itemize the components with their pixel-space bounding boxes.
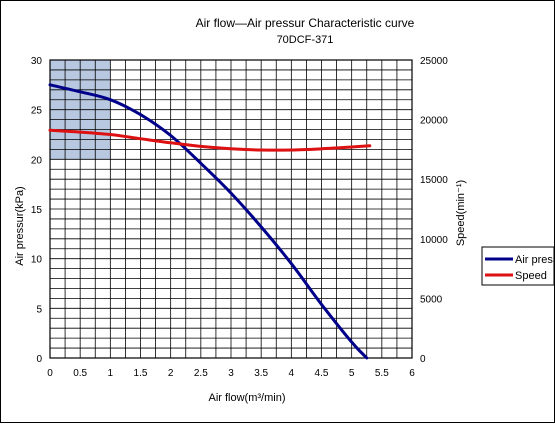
series-lines: [48, 83, 372, 360]
y-right-tick-label: 15000: [420, 175, 448, 186]
x-tick-label: 3: [228, 368, 234, 379]
y-right-tick-label: 10000: [420, 235, 448, 246]
x-tick-label: 5: [349, 368, 355, 379]
series-line-air-pressur: [48, 83, 369, 360]
x-tick-label: 5.5: [375, 368, 389, 379]
y-right-tick-label: 20000: [420, 116, 448, 127]
x-tick-label: 0.5: [73, 368, 87, 379]
x-tick-label: 4: [289, 368, 295, 379]
y-left-tick-label: 30: [31, 56, 43, 67]
series-line-speed: [48, 128, 372, 152]
y-right-tick-label: 5000: [420, 294, 443, 305]
x-tick-label: 3.5: [254, 368, 268, 379]
y-axis-left-ticks: 0 5 10 15 20 25 30: [31, 56, 43, 365]
x-tick-label: 6: [409, 368, 415, 379]
plot-border: [49, 59, 413, 359]
chart-title: Air flow―Air pressur Characteristic curv…: [196, 16, 415, 30]
chart-subtitle: 70DCF-371: [277, 34, 334, 46]
x-tick-label: 2.5: [194, 368, 208, 379]
x-tick-label: 4.5: [315, 368, 329, 379]
y-right-tick-label: 25000: [420, 56, 448, 67]
x-tick-label: 0: [47, 368, 53, 379]
legend-box: [481, 246, 555, 286]
y-left-tick-label: 10: [31, 255, 43, 266]
x-axis-label: Air flow(m³/min): [209, 392, 286, 404]
y-left-tick-label: 5: [36, 304, 42, 315]
x-axis-ticks: 0 0.5 1 1.5 2 2.5 3 3.5 4 4.5 5 5.5 6: [47, 368, 415, 379]
legend: Air pressur Speed: [481, 246, 555, 286]
legend-label-speed: Speed: [515, 270, 547, 282]
x-tick-label: 2: [168, 368, 174, 379]
y-left-tick-label: 0: [36, 354, 42, 365]
grid: [49, 59, 413, 359]
y-left-tick-label: 15: [31, 205, 43, 216]
y-axis-right-label: Speed(min⁻¹): [455, 180, 467, 246]
y-axis-right-ticks: 0 5000 10000 15000 20000 25000: [420, 56, 448, 365]
x-tick-label: 1.5: [134, 368, 148, 379]
y-left-tick-label: 20: [31, 155, 43, 166]
y-left-tick-label: 25: [31, 106, 43, 117]
y-right-tick-label: 0: [420, 354, 426, 365]
legend-label-air-pressur: Air pressur: [515, 254, 554, 266]
y-axis-left-label: Air pressur(kPa): [14, 186, 26, 265]
x-tick-label: 1: [108, 368, 114, 379]
